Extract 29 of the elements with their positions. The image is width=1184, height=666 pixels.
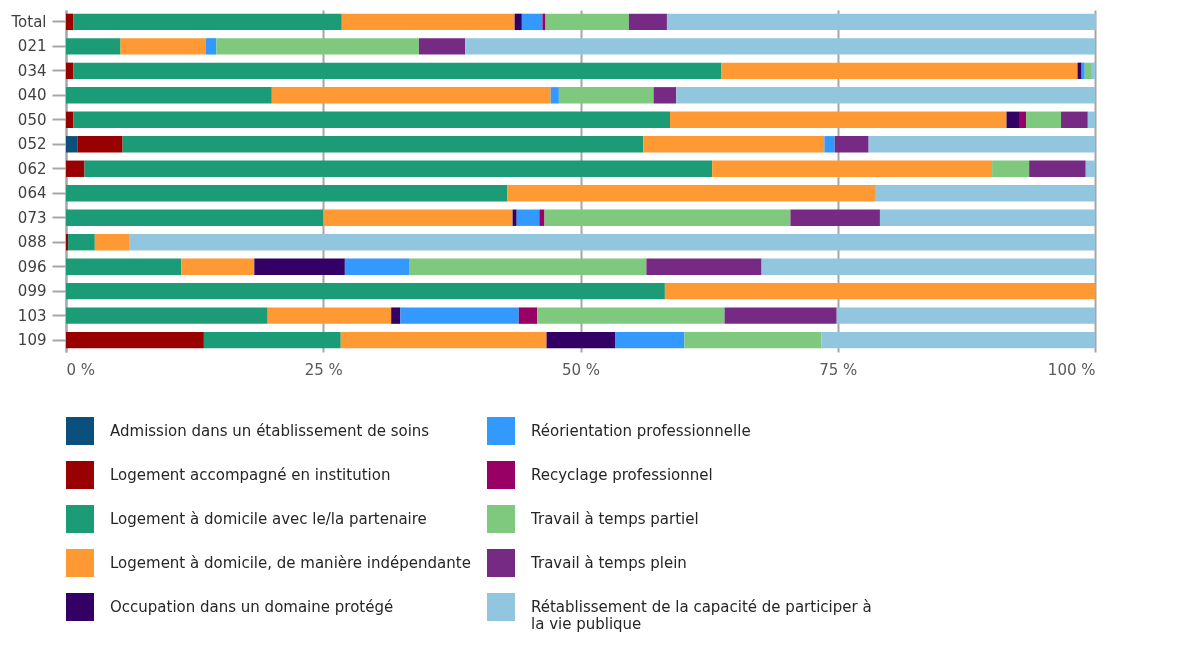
y-tick-label: 088 [17,233,47,252]
y-tick-label: 052 [17,135,47,154]
y-tick-label: 109 [17,331,47,350]
y-tick-label: 096 [17,257,47,276]
x-tick-label: 75 % [819,360,858,379]
legend-label: Admission dans un établissement de soins [110,422,430,440]
y-tick-label: 099 [17,282,47,301]
y-tick-label: Total [10,12,47,31]
x-tick-label: 100 % [1047,360,1096,379]
legend-label: Travail à temps partiel [530,510,699,528]
legend-label: Logement accompagné en institution [110,466,391,484]
legend-label: Logement à domicile, de manière indépendante [110,554,471,572]
legend-label: Réorientation professionnelle [531,422,751,440]
legend-label: Rétablissement de la capacité de participer à la vie publique [531,598,872,633]
legend-label: Travail à temps plein [530,554,687,572]
y-tick-label: 040 [17,86,47,105]
x-tick-label: 25 % [304,360,343,379]
legend-label: Occupation dans un domaine protégé [110,598,394,616]
x-tick-label: 50 % [561,360,601,379]
y-tick-label: 021 [17,37,47,56]
y-tick-label: 062 [17,159,47,178]
x-tick-label: 0 % [66,360,96,379]
y-tick-label: 064 [17,184,47,203]
y-tick-label: 050 [17,110,47,129]
y-tick-label: 103 [17,306,47,325]
legend-label: Recyclage professionnel [531,466,713,484]
legend-label: Logement à domicile avec le/la partenaire [110,510,427,528]
y-tick-label: 034 [17,61,47,80]
y-tick-label: 073 [17,208,47,227]
